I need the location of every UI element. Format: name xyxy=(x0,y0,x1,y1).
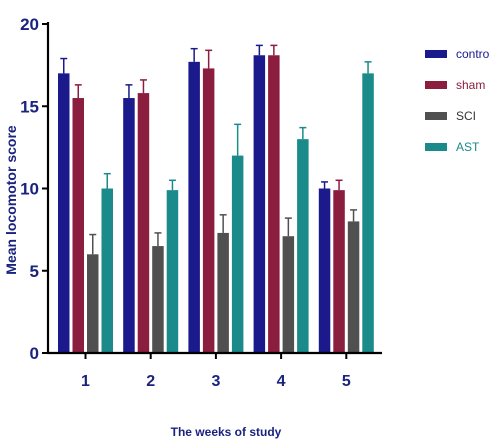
bar-ast xyxy=(297,139,309,353)
bar-sham xyxy=(72,98,84,354)
legend-label-sci: SCI xyxy=(456,109,476,123)
bar-sci xyxy=(87,254,99,353)
bar-sci xyxy=(347,221,360,353)
y-axis-title: Mean locomotor score xyxy=(3,125,19,275)
x-tick-label: 3 xyxy=(211,373,220,390)
bar-sci xyxy=(152,246,164,353)
x-tick-label: 4 xyxy=(277,373,286,390)
bar-ast xyxy=(231,155,244,353)
y-tick-label: 10 xyxy=(20,180,39,199)
legend-swatch-control xyxy=(425,50,447,58)
bar-sham xyxy=(137,93,150,353)
bar-control xyxy=(318,188,331,353)
bar-control xyxy=(123,98,135,354)
x-tick-label: 5 xyxy=(342,373,351,390)
legend-swatch-sham xyxy=(425,81,447,89)
bar-ast xyxy=(362,73,374,353)
x-axis-title: The weeks of study xyxy=(171,425,282,439)
y-tick-label: 20 xyxy=(20,15,39,34)
legend-label-sham: sham xyxy=(456,78,485,92)
bar-sham xyxy=(333,190,345,353)
legend-swatch-sci xyxy=(425,112,447,120)
axes-layer: 0 5 10 15 20 1 2 3 4 5 xyxy=(20,15,382,390)
bar-ast xyxy=(166,190,179,353)
y-tick-label: 5 xyxy=(30,262,39,281)
bar-sham xyxy=(202,68,215,353)
bar-ast xyxy=(101,188,113,353)
bars-layer xyxy=(58,44,374,354)
y-tick-label: 15 xyxy=(20,97,39,116)
legend-label-ast: AST xyxy=(456,140,480,154)
x-tick-label: 1 xyxy=(81,373,90,390)
bar-sham xyxy=(268,55,280,353)
bar-control xyxy=(253,55,266,353)
legend-swatch-ast xyxy=(425,143,447,151)
bar-control xyxy=(188,61,200,354)
bar-sci xyxy=(217,232,229,353)
bar-control xyxy=(58,73,70,353)
legend: control sham SCI AST xyxy=(425,47,490,154)
y-tick-label: 0 xyxy=(30,344,39,363)
x-tick-label: 2 xyxy=(146,373,155,390)
legend-label-control: control xyxy=(456,47,490,61)
bar-sci xyxy=(282,236,295,353)
